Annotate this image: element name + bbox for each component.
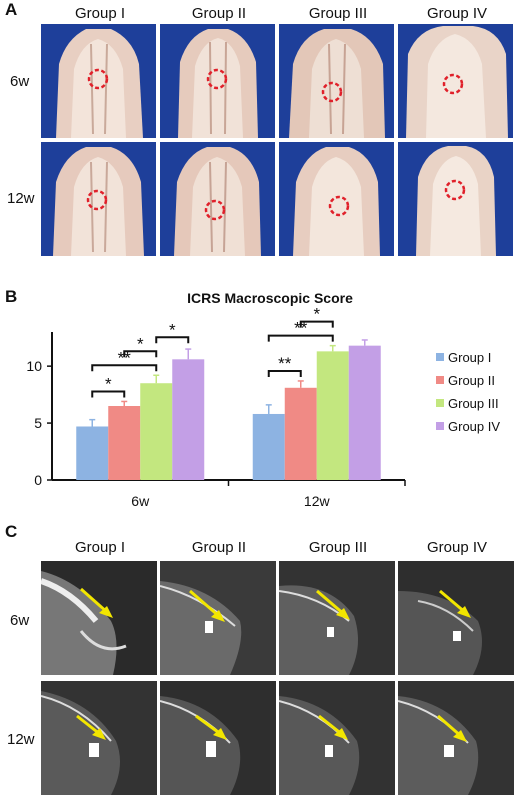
defect-circle xyxy=(442,73,464,95)
x-tick-label: 6w xyxy=(131,493,150,509)
panel-a-column-group-1: Group I xyxy=(74,5,126,22)
arrow-icon xyxy=(189,589,221,619)
bar xyxy=(284,387,317,480)
panel-a-column-group-3: Group III xyxy=(308,5,368,22)
knee-photo-group4-6w xyxy=(398,24,513,138)
significance-label: ** xyxy=(118,348,132,367)
bar xyxy=(348,345,381,480)
panel-b-letter: B xyxy=(5,287,18,306)
panel-c-letter: C xyxy=(5,522,18,541)
panel-c-row-12w: 12w xyxy=(7,731,35,748)
bar xyxy=(140,383,173,480)
knee-photo-group2-12w xyxy=(160,142,275,256)
significance-label: * xyxy=(105,374,112,393)
significance-bracket xyxy=(155,336,190,344)
panel-c-column-group-3: Group III xyxy=(308,539,368,556)
y-tick-label: 0 xyxy=(34,472,42,488)
panel-c-column-group-4: Group IV xyxy=(426,539,488,556)
significance-bracket xyxy=(123,350,158,358)
bar xyxy=(252,413,285,480)
mri-group3-6w xyxy=(279,561,395,675)
significance-bracket xyxy=(299,320,334,328)
panel-c-row-6w: 6w xyxy=(10,612,30,629)
chart-title: ICRS Macroscopic Score xyxy=(187,290,353,306)
bar xyxy=(108,406,141,480)
mri-group4-12w xyxy=(398,681,514,795)
bar xyxy=(76,426,109,480)
significance-label: * xyxy=(137,334,144,353)
significance-label: * xyxy=(313,305,320,324)
significance-label: ** xyxy=(294,319,308,338)
panel-c-column-group-2: Group II xyxy=(191,539,247,556)
significance-bracket xyxy=(91,390,126,398)
legend-swatch xyxy=(436,353,444,361)
defect-circle xyxy=(206,68,228,90)
x-tick-label: 12w xyxy=(304,493,331,509)
mri-group3-12w xyxy=(279,681,395,795)
mri-group1-6w xyxy=(41,561,157,675)
legend-label: Group II xyxy=(448,373,495,388)
significance-bracket xyxy=(91,364,158,372)
chart-significance: ********** xyxy=(91,305,334,398)
arrow-icon xyxy=(316,589,346,617)
defect-circle xyxy=(328,195,350,217)
legend-swatch xyxy=(436,399,444,407)
knee-photo-group1-6w xyxy=(41,24,156,138)
significance-label: ** xyxy=(278,354,292,373)
y-tick-label: 5 xyxy=(34,415,42,431)
defect-circle xyxy=(86,189,108,211)
panel-a-column-group-4: Group IV xyxy=(426,5,488,22)
mri-group2-6w xyxy=(160,561,276,675)
panel-a-column-group-2: Group II xyxy=(191,5,247,22)
legend-label: Group III xyxy=(448,396,499,411)
panel-a-row-12w: 12w xyxy=(7,190,35,207)
legend-label: Group IV xyxy=(448,419,500,434)
significance-bracket xyxy=(267,369,302,377)
panel-c-column-group-1: Group I xyxy=(74,539,126,556)
defect-circle xyxy=(321,81,343,103)
bar xyxy=(172,359,205,480)
legend-swatch xyxy=(436,376,444,384)
defect-circle xyxy=(87,68,109,90)
chart-bars xyxy=(76,339,381,480)
mri-group2-12w xyxy=(160,681,276,795)
knee-photo-group2-6w xyxy=(160,24,275,138)
chart-legend: Group I Group II Group III Group IV xyxy=(436,350,500,434)
mri-group1-12w xyxy=(41,681,157,795)
mri-group4-6w xyxy=(398,561,514,675)
knee-photo-group3-12w xyxy=(279,142,394,256)
arrow-icon xyxy=(80,587,109,615)
defect-circle xyxy=(444,179,466,201)
significance-bracket xyxy=(267,334,334,342)
panel-a-row-6w: 6w xyxy=(10,73,30,90)
knee-photo-group3-6w xyxy=(279,24,394,138)
legend-swatch xyxy=(436,422,444,430)
significance-label: * xyxy=(169,320,176,339)
defect-circle xyxy=(204,199,226,221)
y-tick-label: 10 xyxy=(26,358,42,374)
knee-photo-group1-12w xyxy=(41,142,156,256)
panel-a-letter: A xyxy=(5,0,18,19)
bar xyxy=(316,351,349,480)
knee-photo-group4-12w xyxy=(398,142,513,256)
legend-label: Group I xyxy=(448,350,491,365)
